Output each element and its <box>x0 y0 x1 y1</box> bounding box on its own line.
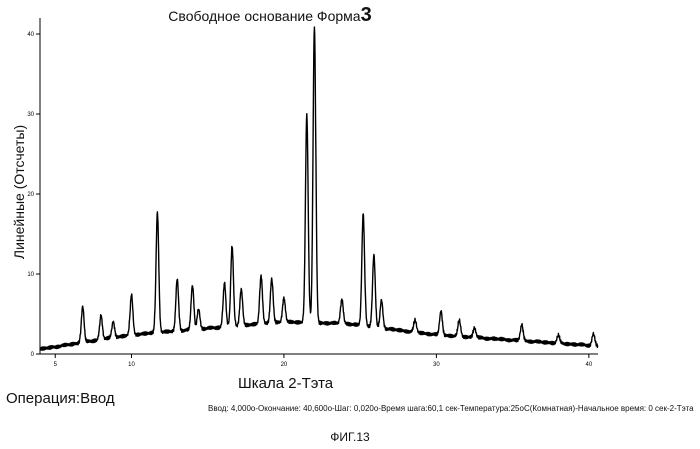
chart-title-number: 3 <box>360 4 372 26</box>
y-tick-label: 0 <box>31 352 35 358</box>
x-tick-label: 10 <box>128 362 135 368</box>
y-tick-label: 30 <box>27 112 34 118</box>
figure-label: ФИГ.13 <box>330 430 370 444</box>
chart-title-text: Свободное основание Форма <box>168 8 361 24</box>
y-tick-label: 40 <box>27 32 34 38</box>
chart-title: Свободное основание Форма3 <box>0 4 540 27</box>
x-tick-label: 40 <box>586 362 593 368</box>
x-axis-label: Шкала 2-Тэта <box>238 375 334 392</box>
operation-caption: Операция:Ввод <box>6 390 115 407</box>
x-tick-label: 30 <box>433 362 440 368</box>
x-tick-label: 5 <box>54 362 58 368</box>
y-tick-label: 20 <box>27 192 34 198</box>
y-axis-label: Линейные (Отсчеты) <box>11 124 27 260</box>
y-tick-label: 10 <box>27 272 34 278</box>
diffraction-trace <box>39 26 599 351</box>
x-tick-label: 20 <box>281 362 288 368</box>
measurement-params: Ввод: 4,000о-Окончание: 40,600о-Шаг: 0,0… <box>208 404 694 413</box>
